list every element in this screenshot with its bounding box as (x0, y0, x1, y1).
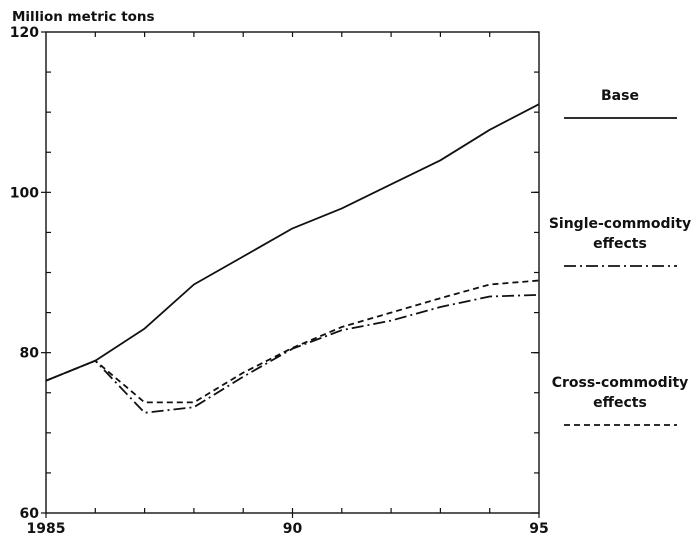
y-axis-unit-label: Million metric tons (12, 9, 155, 25)
x-tick-label: 95 (529, 521, 548, 537)
y-tick-label: 120 (10, 25, 39, 41)
series-line-solid (45, 103, 540, 382)
legend-label: effects (593, 236, 647, 252)
x-axis-ticks: 1985 90 95 (27, 513, 549, 537)
x-tick-label: 90 (283, 521, 303, 537)
legend-label: Single-commodity (549, 216, 691, 232)
legend-label: effects (593, 395, 647, 411)
legend: Base Single-commodity effects Cross-commodi… (549, 88, 691, 426)
y-tick-label: 100 (10, 185, 39, 201)
series-line-dashed (45, 279, 540, 404)
x-tick-label: 1985 (27, 521, 66, 537)
legend-label: Base (601, 88, 639, 104)
y-tick-label: 80 (20, 346, 40, 362)
series-lines (45, 103, 540, 414)
plot-frame (45, 31, 540, 514)
minor-ticks (46, 32, 539, 513)
y-axis-ticks: 60 80 100 120 (10, 25, 539, 522)
legend-label: Cross-commodity (552, 375, 689, 391)
series-line-dashdot (45, 294, 540, 414)
y-tick-label: 60 (20, 506, 40, 522)
